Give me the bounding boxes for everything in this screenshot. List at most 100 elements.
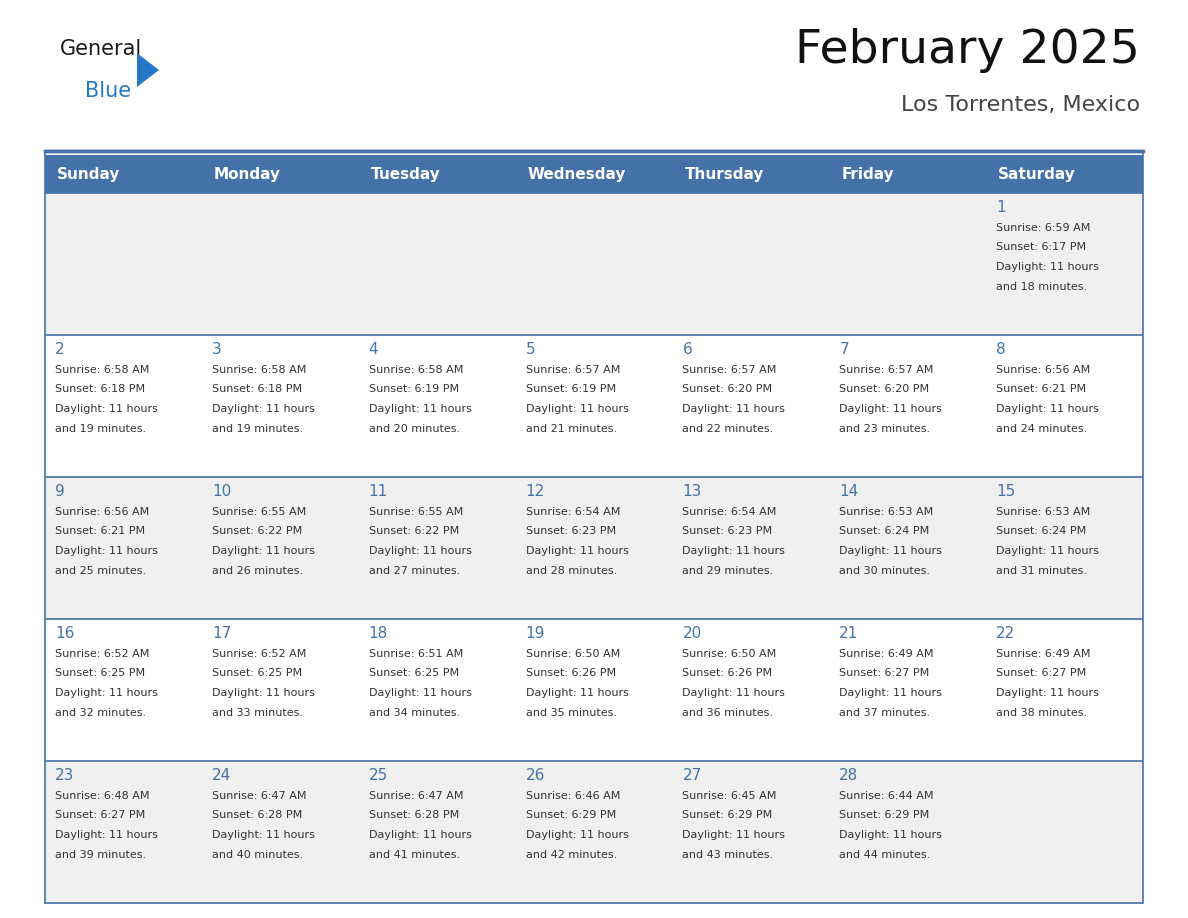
Text: and 36 minutes.: and 36 minutes. [682,708,773,718]
Text: 28: 28 [839,768,859,783]
Text: Los Torrentes, Mexico: Los Torrentes, Mexico [901,95,1140,115]
Text: Sunset: 6:20 PM: Sunset: 6:20 PM [839,385,929,395]
Text: Sunset: 6:20 PM: Sunset: 6:20 PM [682,385,772,395]
Text: Blue: Blue [86,81,131,101]
Bar [45,477,1143,619]
Text: Sunrise: 6:58 AM: Sunrise: 6:58 AM [55,365,150,375]
Text: and 28 minutes.: and 28 minutes. [525,565,617,576]
Text: 13: 13 [682,484,702,499]
Text: Monday: Monday [214,166,280,182]
Text: and 37 minutes.: and 37 minutes. [839,708,930,718]
Text: Daylight: 11 hours: Daylight: 11 hours [997,546,1099,556]
Text: 26: 26 [525,768,545,783]
Text: and 41 minutes.: and 41 minutes. [368,849,460,859]
Text: Daylight: 11 hours: Daylight: 11 hours [55,404,158,414]
Text: 17: 17 [211,626,232,641]
Text: and 27 minutes.: and 27 minutes. [368,565,460,576]
Text: and 29 minutes.: and 29 minutes. [682,565,773,576]
Text: Daylight: 11 hours: Daylight: 11 hours [368,830,472,840]
Text: Sunrise: 6:45 AM: Sunrise: 6:45 AM [682,791,777,801]
Text: Friday: Friday [841,166,893,182]
Text: Sunset: 6:22 PM: Sunset: 6:22 PM [368,527,459,536]
Text: and 32 minutes.: and 32 minutes. [55,708,146,718]
Text: 19: 19 [525,626,545,641]
Text: Sunset: 6:24 PM: Sunset: 6:24 PM [839,527,929,536]
Bar [45,761,1143,903]
Text: and 22 minutes.: and 22 minutes. [682,423,773,433]
Text: and 18 minutes.: and 18 minutes. [997,282,1087,292]
Text: 3: 3 [211,342,222,357]
Text: Daylight: 11 hours: Daylight: 11 hours [525,830,628,840]
Text: Daylight: 11 hours: Daylight: 11 hours [839,830,942,840]
Bar [45,155,1143,193]
Text: and 42 minutes.: and 42 minutes. [525,849,617,859]
Text: Sunset: 6:23 PM: Sunset: 6:23 PM [525,527,615,536]
Text: Daylight: 11 hours: Daylight: 11 hours [682,688,785,698]
Text: Sunset: 6:27 PM: Sunset: 6:27 PM [839,668,929,678]
Text: Sunset: 6:19 PM: Sunset: 6:19 PM [525,385,615,395]
Text: and 24 minutes.: and 24 minutes. [997,423,1087,433]
Text: Sunrise: 6:58 AM: Sunrise: 6:58 AM [368,365,463,375]
Text: Sunrise: 6:50 AM: Sunrise: 6:50 AM [525,649,620,659]
Text: 12: 12 [525,484,545,499]
Text: Sunset: 6:26 PM: Sunset: 6:26 PM [525,668,615,678]
Text: 20: 20 [682,626,702,641]
Text: Thursday: Thursday [684,166,764,182]
Text: and 33 minutes.: and 33 minutes. [211,708,303,718]
Text: Sunset: 6:21 PM: Sunset: 6:21 PM [55,527,145,536]
Text: 7: 7 [839,342,849,357]
Text: and 38 minutes.: and 38 minutes. [997,708,1087,718]
Text: Sunset: 6:25 PM: Sunset: 6:25 PM [211,668,302,678]
Text: Sunrise: 6:47 AM: Sunrise: 6:47 AM [211,791,307,801]
Text: Sunrise: 6:57 AM: Sunrise: 6:57 AM [839,365,934,375]
Text: Saturday: Saturday [998,166,1076,182]
Text: Sunset: 6:21 PM: Sunset: 6:21 PM [997,385,1086,395]
Text: 14: 14 [839,484,859,499]
Text: Daylight: 11 hours: Daylight: 11 hours [211,688,315,698]
Text: Sunset: 6:29 PM: Sunset: 6:29 PM [839,811,929,821]
Text: Daylight: 11 hours: Daylight: 11 hours [211,546,315,556]
Text: Sunset: 6:17 PM: Sunset: 6:17 PM [997,242,1086,252]
Text: Sunrise: 6:59 AM: Sunrise: 6:59 AM [997,223,1091,233]
Text: Sunrise: 6:56 AM: Sunrise: 6:56 AM [55,507,150,517]
Text: 15: 15 [997,484,1016,499]
Text: and 23 minutes.: and 23 minutes. [839,423,930,433]
Text: Sunrise: 6:49 AM: Sunrise: 6:49 AM [997,649,1091,659]
Text: and 25 minutes.: and 25 minutes. [55,565,146,576]
Text: Wednesday: Wednesday [527,166,626,182]
Text: Sunset: 6:24 PM: Sunset: 6:24 PM [997,527,1086,536]
Text: and 40 minutes.: and 40 minutes. [211,849,303,859]
Text: 4: 4 [368,342,378,357]
Text: General: General [61,39,143,59]
Text: 9: 9 [55,484,65,499]
Text: Sunrise: 6:55 AM: Sunrise: 6:55 AM [368,507,463,517]
Text: Sunrise: 6:49 AM: Sunrise: 6:49 AM [839,649,934,659]
Text: Sunset: 6:18 PM: Sunset: 6:18 PM [211,385,302,395]
Text: 1: 1 [997,200,1006,215]
Text: Sunrise: 6:50 AM: Sunrise: 6:50 AM [682,649,777,659]
Text: Sunset: 6:19 PM: Sunset: 6:19 PM [368,385,459,395]
Text: Sunset: 6:26 PM: Sunset: 6:26 PM [682,668,772,678]
Text: and 43 minutes.: and 43 minutes. [682,849,773,859]
Text: 6: 6 [682,342,693,357]
Text: Sunrise: 6:56 AM: Sunrise: 6:56 AM [997,365,1091,375]
Text: Daylight: 11 hours: Daylight: 11 hours [682,546,785,556]
Text: and 31 minutes.: and 31 minutes. [997,565,1087,576]
Text: 18: 18 [368,626,388,641]
Text: Sunset: 6:27 PM: Sunset: 6:27 PM [997,668,1086,678]
Text: and 35 minutes.: and 35 minutes. [525,708,617,718]
Text: 22: 22 [997,626,1016,641]
Text: Sunrise: 6:58 AM: Sunrise: 6:58 AM [211,365,307,375]
Text: Sunrise: 6:54 AM: Sunrise: 6:54 AM [682,507,777,517]
Text: Daylight: 11 hours: Daylight: 11 hours [55,546,158,556]
Text: and 20 minutes.: and 20 minutes. [368,423,460,433]
Text: Sunset: 6:29 PM: Sunset: 6:29 PM [682,811,772,821]
Text: Sunrise: 6:44 AM: Sunrise: 6:44 AM [839,791,934,801]
Text: 8: 8 [997,342,1006,357]
Text: Daylight: 11 hours: Daylight: 11 hours [997,688,1099,698]
Text: Daylight: 11 hours: Daylight: 11 hours [211,404,315,414]
Text: Daylight: 11 hours: Daylight: 11 hours [682,830,785,840]
Text: February 2025: February 2025 [795,28,1140,73]
Text: Daylight: 11 hours: Daylight: 11 hours [211,830,315,840]
Text: Daylight: 11 hours: Daylight: 11 hours [525,404,628,414]
